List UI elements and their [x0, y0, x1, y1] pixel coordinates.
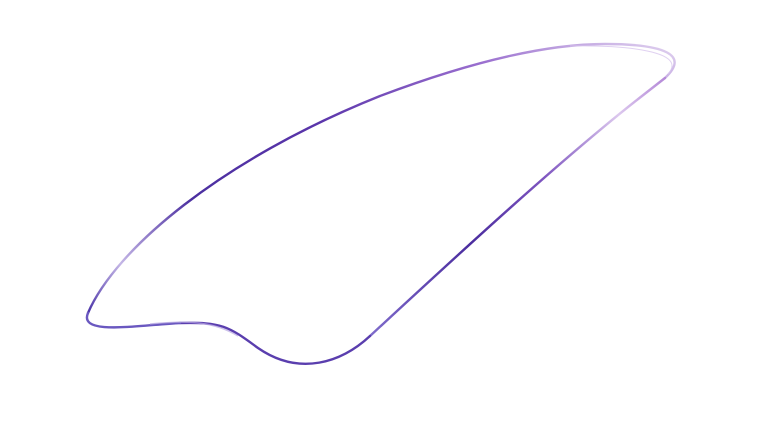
right-curve: [368, 76, 667, 338]
bottom-curve: [178, 321, 372, 365]
top-curve: [86, 42, 676, 315]
bottom-highlight: [149, 321, 239, 337]
left-curve: [85, 311, 182, 329]
top-curve-echo: [569, 45, 673, 75]
